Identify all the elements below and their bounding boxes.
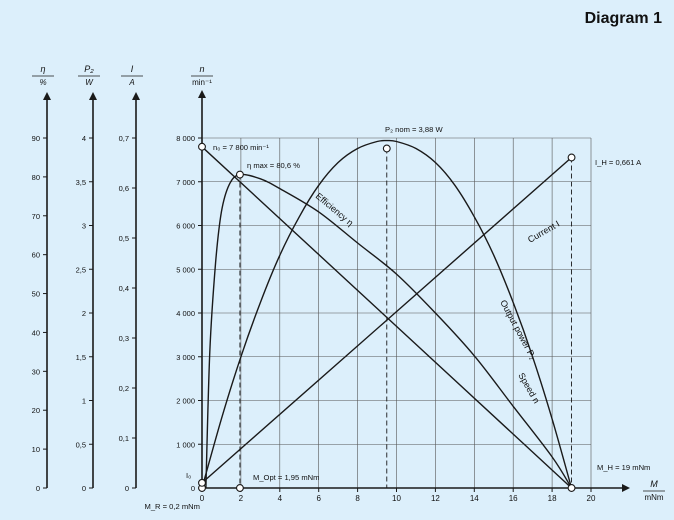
chart-title: Diagram 1 [584,10,662,27]
marker-label-3: I_H = 0,661 A [595,158,642,167]
x-tick-label: 10 [392,494,401,503]
x-tick-label: 18 [548,494,557,503]
y-tick-label-n: 6 000 [176,222,195,231]
y-tick-label-eta: 0 [36,484,40,493]
y-axis-label-p2: P₂ [84,64,94,74]
marker-label-4: M_Opt = 1,95 mNm [253,473,319,482]
y-tick-label-eta: 50 [32,290,40,299]
y-tick-label-p2: 1,5 [76,353,86,362]
marker-point-5 [567,484,576,492]
y-tick-label-p2: 3,5 [76,178,86,187]
y-axis-unit-eta: % [39,78,46,87]
y-tick-label-n: 4 000 [176,309,195,318]
y-tick-label-eta: 60 [32,251,40,260]
x-tick-label: 12 [431,494,440,503]
y-tick-label-eta: 40 [32,328,40,337]
y-axis-label-i: I [131,64,134,74]
y-tick-label-i: 0,5 [119,234,129,243]
y-tick-label-p2: 4 [82,134,86,143]
x-axis-unit: mNm [644,493,663,502]
y-tick-label-p2: 2 [82,309,86,318]
y-tick-label-p2: 2,5 [76,265,86,274]
y-tick-label-n: 3 000 [176,353,195,362]
marker-point-0 [198,142,206,151]
marker-point-2 [382,144,391,153]
marker-point-1 [235,170,244,179]
y-tick-label-i: 0,3 [119,334,129,343]
x-tick-label: 4 [278,494,283,503]
y-tick-label-i: 0 [125,484,129,493]
marker-label-1: η max = 80,6 % [247,161,300,170]
y-tick-label-n: 2 000 [176,397,195,406]
y-tick-label-i: 0,1 [119,434,129,443]
y-tick-label-n: 5 000 [176,265,195,274]
curve-label-0: Speed n [516,371,541,405]
x-tick-label: 0 [200,494,205,503]
y-tick-label-p2: 0 [82,484,86,493]
curve-label-2: Output power P₂ [498,298,538,361]
y-tick-label-p2: 3 [82,222,86,231]
y-tick-label-eta: 30 [32,367,40,376]
x-tick-label: 8 [355,494,360,503]
marker-point-3 [567,153,576,162]
marker-point-4 [235,484,244,492]
marker-label-0: n₀ = 7 800 min⁻¹ [213,143,269,152]
y-axis-unit-n: min⁻¹ [192,78,212,87]
marker-label-2: P₂ nom = 3,88 W [385,125,443,134]
y-tick-label-eta: 20 [32,406,40,415]
x-tick-label: 2 [239,494,244,503]
x-axis-label: M [650,479,658,489]
y-axis-unit-p2: W [85,78,94,87]
y-tick-label-i: 0,4 [119,284,129,293]
marker-label-7: I₀ [186,471,191,480]
x-tick-label: 16 [509,494,518,503]
x-tick-label: 6 [316,494,321,503]
y-tick-label-eta: 10 [32,445,40,454]
y-axis-unit-i: A [128,78,134,87]
marker-label-6: M_R = 0,2 mNm [145,502,201,511]
y-tick-label-p2: 0,5 [76,440,86,449]
y-tick-label-i: 0,7 [119,134,129,143]
x-tick-label: 14 [470,494,479,503]
curve-label-3: Efficiency η [314,191,356,228]
y-tick-label-p2: 1 [82,397,86,406]
y-axis-label-n: n [199,64,204,74]
y-tick-label-eta: 90 [32,134,40,143]
y-tick-label-n: 0 [191,484,195,493]
marker-point-7 [198,478,206,487]
y-tick-label-n: 8 000 [176,134,195,143]
y-axis-label-eta: η [41,64,46,74]
x-tick-label: 20 [587,494,596,503]
y-tick-label-i: 0,2 [119,384,129,393]
y-tick-label-i: 0,6 [119,184,129,193]
series-line-2 [201,139,573,489]
y-tick-label-eta: 80 [32,173,40,182]
marker-label-5: M_H = 19 mNm [597,463,650,472]
y-tick-label-n: 1 000 [176,440,195,449]
y-tick-label-n: 7 000 [176,178,195,187]
series-line-3 [205,173,573,489]
y-tick-label-eta: 70 [32,212,40,221]
curve-label-1: Current I [526,219,561,245]
